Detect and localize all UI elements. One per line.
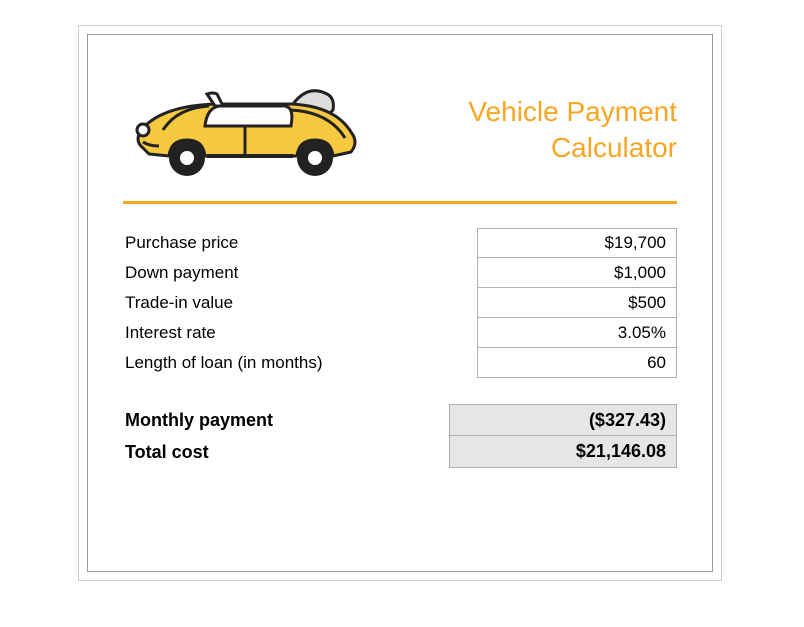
label-loan-length: Length of loan (in months) — [123, 348, 477, 378]
header: Vehicle Payment Calculator — [123, 65, 677, 195]
input-rows: Purchase price $19,700 Down payment $1,0… — [123, 228, 677, 378]
label-trade-in: Trade-in value — [123, 288, 477, 318]
input-trade-in[interactable]: $500 — [477, 288, 677, 318]
value-monthly-payment: ($327.43) — [449, 404, 677, 436]
calculator-panel: Vehicle Payment Calculator Purchase pric… — [87, 34, 713, 572]
row-trade-in: Trade-in value $500 — [123, 288, 677, 318]
input-purchase-price[interactable]: $19,700 — [477, 228, 677, 258]
value-total-cost: $21,146.08 — [449, 436, 677, 468]
page-title: Vehicle Payment Calculator — [373, 94, 677, 167]
label-monthly-payment: Monthly payment — [123, 404, 449, 436]
row-loan-length: Length of loan (in months) 60 — [123, 348, 677, 378]
car-icon — [123, 70, 373, 190]
spacer — [123, 378, 677, 404]
divider — [123, 201, 677, 204]
label-total-cost: Total cost — [123, 436, 449, 468]
input-loan-length[interactable]: 60 — [477, 348, 677, 378]
title-line-1: Vehicle Payment — [468, 96, 677, 127]
row-monthly-payment: Monthly payment ($327.43) — [123, 404, 677, 436]
label-interest-rate: Interest rate — [123, 318, 477, 348]
input-down-payment[interactable]: $1,000 — [477, 258, 677, 288]
input-interest-rate[interactable]: 3.05% — [477, 318, 677, 348]
row-purchase-price: Purchase price $19,700 — [123, 228, 677, 258]
row-down-payment: Down payment $1,000 — [123, 258, 677, 288]
label-down-payment: Down payment — [123, 258, 477, 288]
label-purchase-price: Purchase price — [123, 228, 477, 258]
title-line-2: Calculator — [551, 132, 677, 163]
row-total-cost: Total cost $21,146.08 — [123, 436, 677, 468]
outer-frame: Vehicle Payment Calculator Purchase pric… — [78, 25, 722, 581]
row-interest-rate: Interest rate 3.05% — [123, 318, 677, 348]
